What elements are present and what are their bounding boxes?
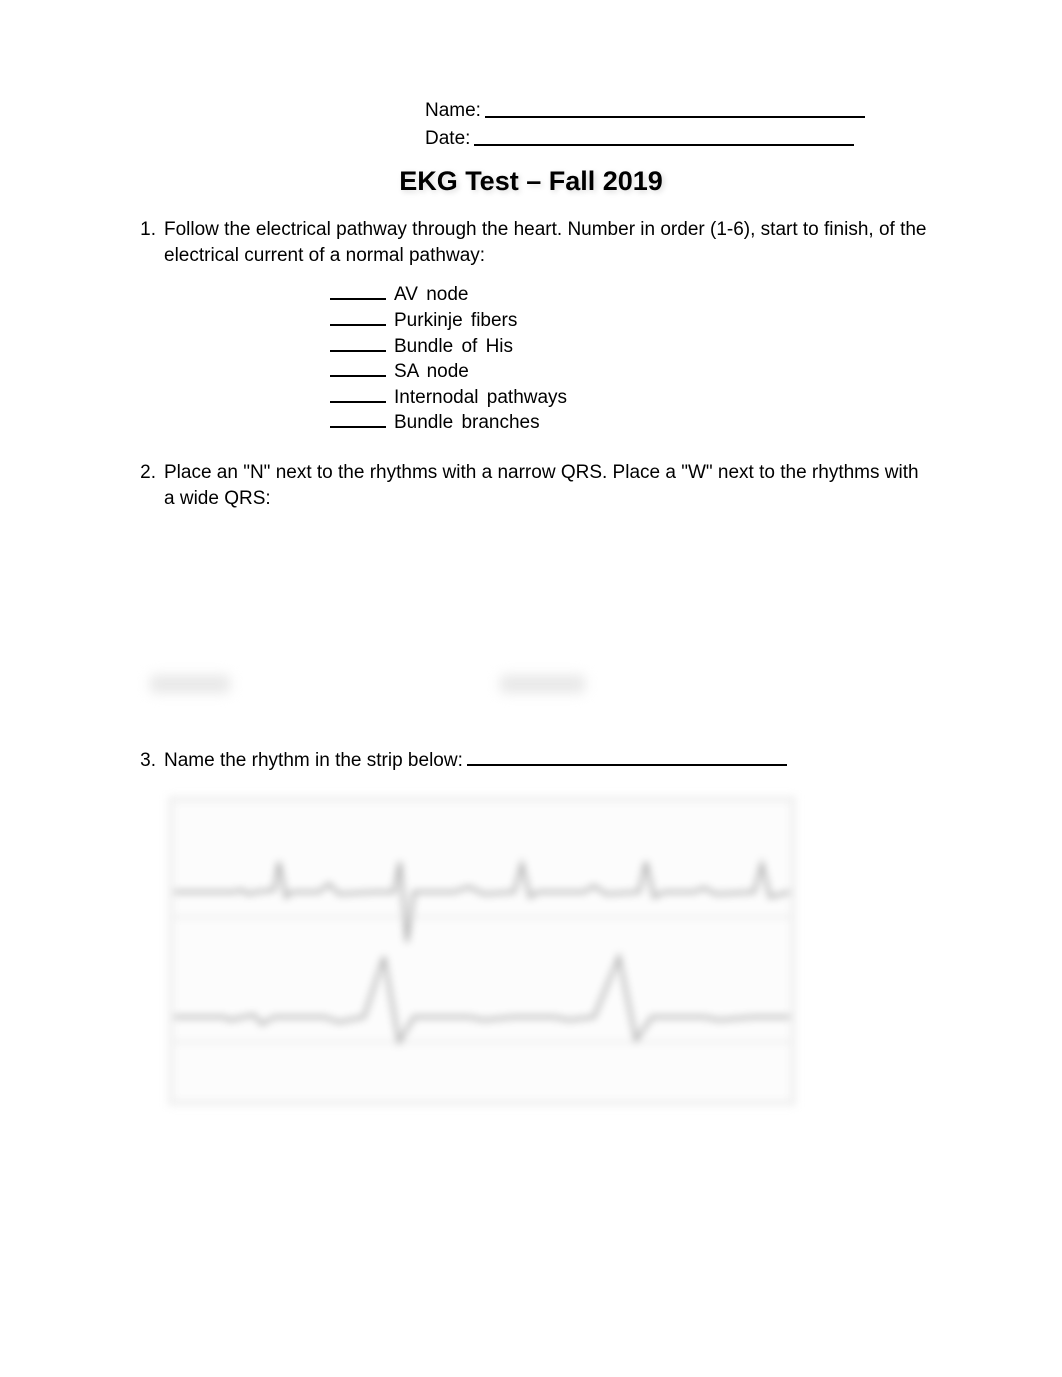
pathway-item-label: Bundle of His: [394, 334, 513, 360]
ekg-strip-image: [168, 796, 796, 1106]
blurred-placeholder: [500, 675, 585, 693]
pathway-item-label: Internodal pathways: [394, 385, 567, 411]
question-2-text: Place an "N" next to the rhythms with a …: [164, 460, 932, 511]
pathway-item-label: AV node: [394, 282, 468, 308]
pathway-item-label: Bundle branches: [394, 410, 540, 436]
ekg-trace-icon: [174, 802, 790, 1100]
blurred-placeholder: [150, 675, 230, 693]
date-input-line[interactable]: [474, 128, 854, 146]
question-1-number: 1.: [130, 217, 164, 268]
name-input-line[interactable]: [485, 100, 865, 118]
pathway-item-label: SA node: [394, 359, 469, 385]
pathway-item: Internodal pathways: [330, 385, 932, 411]
date-label: Date:: [425, 128, 470, 150]
date-field: Date:: [130, 128, 932, 150]
pathway-item: Purkinje fibers: [330, 308, 932, 334]
name-field: Name:: [130, 100, 932, 122]
pathway-blank[interactable]: [330, 387, 386, 403]
question-1-text: Follow the electrical pathway through th…: [164, 217, 932, 268]
pathway-list: AV node Purkinje fibers Bundle of His SA…: [330, 282, 932, 436]
pathway-item: Bundle branches: [330, 410, 932, 436]
question-1: 1. Follow the electrical pathway through…: [130, 217, 932, 268]
question-3-number: 3.: [130, 748, 164, 774]
pathway-blank[interactable]: [330, 284, 386, 300]
pathway-item: AV node: [330, 282, 932, 308]
pathway-item: SA node: [330, 359, 932, 385]
pathway-blank[interactable]: [330, 361, 386, 377]
question-3: 3. Name the rhythm in the strip below:: [130, 748, 932, 774]
page-title: EKG Test – Fall 2019: [130, 166, 932, 197]
question-3-answer-line[interactable]: [467, 749, 787, 766]
question-2: 2. Place an "N" next to the rhythms with…: [130, 460, 932, 511]
name-label: Name:: [425, 100, 481, 122]
pathway-item: Bundle of His: [330, 334, 932, 360]
question-3-text: Name the rhythm in the strip below:: [164, 748, 463, 774]
pathway-blank[interactable]: [330, 310, 386, 326]
pathway-blank[interactable]: [330, 412, 386, 428]
pathway-blank[interactable]: [330, 336, 386, 352]
blurred-content-area: [130, 525, 932, 740]
question-2-number: 2.: [130, 460, 164, 511]
pathway-item-label: Purkinje fibers: [394, 308, 517, 334]
